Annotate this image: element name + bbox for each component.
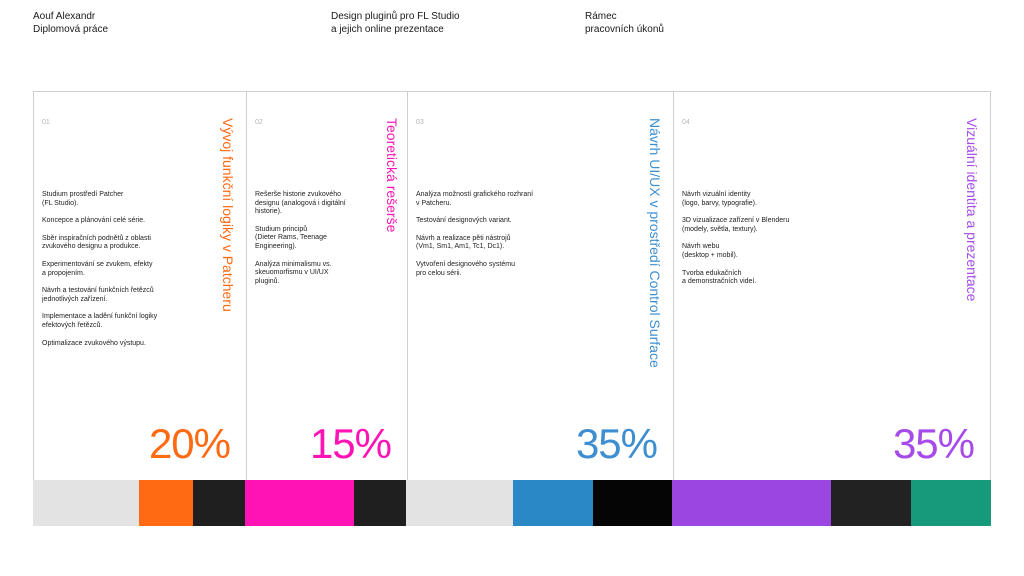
- task-column-3: 03 Analýza možností grafického rozhraní …: [407, 92, 673, 481]
- task-item: Optimalizace zvukového výstupu.: [42, 339, 146, 347]
- thesis-type: Diplomová práce: [33, 24, 109, 35]
- color-swatch: [831, 480, 911, 526]
- column-percentage: 20%: [148, 420, 231, 467]
- task-item: Rešerše historie zvukového designu (anal…: [255, 191, 346, 216]
- task-column-4: 04 Návrh vizuální identity (logo, barvy,…: [673, 92, 990, 481]
- author-name: Aouf Alexandr: [33, 11, 96, 22]
- color-swatch: [672, 480, 831, 526]
- column-percentage: 35%: [892, 420, 975, 467]
- task-item: Testování designových variant.: [416, 217, 512, 225]
- task-list: Analýza možností grafického rozhraní v P…: [416, 191, 533, 287]
- task-item: Analýza minimalismu vs. skeuomorfismu v …: [255, 260, 332, 285]
- column-percentage: 15%: [309, 420, 392, 467]
- task-list: Rešerše historie zvukového designu (anal…: [255, 191, 346, 295]
- task-item: Sběr inspiračních podnětů z oblasti zvuk…: [42, 234, 151, 251]
- frame-line-1: Rámec: [585, 11, 617, 22]
- column-title: Návrh UI/UX v prostředí Control Surface: [647, 118, 663, 368]
- color-swatch: [245, 480, 354, 526]
- task-item: Návrh a realizace pěti nástrojů (Vm1, Sm…: [416, 234, 511, 251]
- color-swatch: [33, 480, 139, 526]
- topic-line-1: Design pluginů pro FL Studio: [331, 11, 460, 22]
- column-number: 03: [416, 119, 424, 126]
- color-swatch-bar: [33, 480, 991, 526]
- header-author: Aouf Alexandr Diplomová práce: [33, 10, 108, 36]
- color-swatch: [406, 480, 513, 526]
- task-item: Vytvoření designového systému pro celou …: [416, 260, 515, 277]
- task-column-1: 01 Studium prostředí Patcher (FL Studio)…: [34, 92, 246, 481]
- color-swatch: [354, 480, 406, 526]
- header-frame: Rámec pracovních úkonů: [585, 10, 664, 36]
- task-list: Studium prostředí Patcher (FL Studio). K…: [42, 191, 157, 357]
- color-swatch: [593, 480, 672, 526]
- task-item: Analýza možností grafického rozhraní v P…: [416, 191, 534, 207]
- column-number: 02: [255, 119, 263, 126]
- column-title: Teoretická rešerše: [384, 118, 400, 233]
- column-number: 01: [42, 119, 50, 126]
- task-item: Tvorba edukačních a demonstračních videí…: [682, 269, 757, 286]
- color-swatch: [513, 480, 593, 526]
- task-item: Studium prostředí Patcher (FL Studio).: [42, 191, 124, 207]
- task-item: Koncepce a plánování celé série.: [42, 217, 146, 225]
- frame-line-2: pracovních úkonů: [585, 24, 664, 35]
- header-topic: Design pluginů pro FL Studio a jejich on…: [331, 10, 460, 36]
- task-item: Návrh webu (desktop + mobil).: [682, 243, 738, 259]
- column-title: Vývoj funkční logiky v Patcheru: [220, 118, 236, 312]
- task-item: Návrh vizuální identity (logo, barvy, ty…: [682, 191, 757, 207]
- task-item: 3D vizualizace zařízení v Blenderu (mode…: [682, 217, 790, 233]
- topic-line-2: a jejich online prezentace: [331, 24, 444, 35]
- task-column-2: 02 Rešerše historie zvukového designu (a…: [246, 92, 407, 481]
- column-title: Vizuální identita a prezentace: [964, 118, 980, 302]
- color-swatch: [911, 480, 991, 526]
- column-number: 04: [682, 119, 690, 126]
- color-swatch: [139, 480, 193, 526]
- task-item: Návrh a testování funkčních řetězců jedn…: [42, 287, 154, 303]
- column-percentage: 35%: [575, 420, 658, 467]
- task-item: Implementace a ladění funkční logiky efe…: [42, 313, 158, 329]
- task-item: Experimentování se zvukem, efekty a prop…: [42, 260, 153, 277]
- task-item: Studium principů (Dieter Rams, Teenage E…: [255, 225, 327, 250]
- task-board: 01 Studium prostředí Patcher (FL Studio)…: [33, 91, 991, 481]
- color-swatch: [193, 480, 245, 526]
- task-list: Návrh vizuální identity (logo, barvy, ty…: [682, 191, 789, 296]
